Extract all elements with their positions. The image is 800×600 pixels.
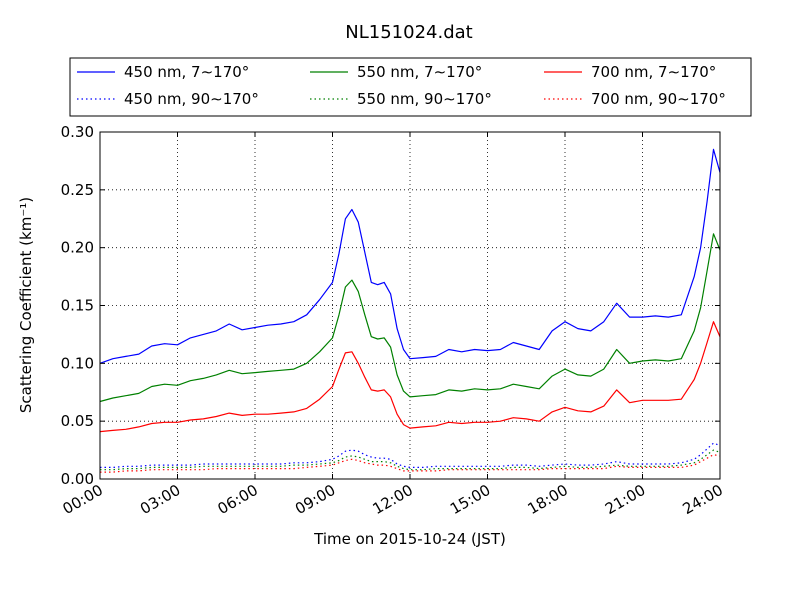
x-tick-label: 03:00 [137,481,183,518]
series-lines [99,148,721,473]
y-tick-label: 0.30 [61,123,94,141]
legend-label: 450 nm, 90∼170° [124,90,259,108]
y-axis-title: Scattering Coefficient (km⁻¹) [17,197,35,413]
x-tick-label: 18:00 [525,481,571,518]
legend-label: 700 nm, 7∼170° [591,63,716,81]
x-axis-title: Time on 2015-10-24 (JST) [313,530,506,548]
x-tick-label: 21:00 [602,481,648,518]
legend-label: 700 nm, 90∼170° [591,90,726,108]
x-tick-label: 06:00 [215,481,261,518]
x-tick-label: 15:00 [447,481,493,518]
legend-label: 550 nm, 90∼170° [357,90,492,108]
series-line [99,148,721,364]
y-tick-label: 0.15 [61,297,94,315]
y-tick-label: 0.10 [61,354,94,372]
x-tick-label: 12:00 [370,481,416,518]
x-tick-label: 24:00 [680,481,726,518]
legend-label: 450 nm, 7∼170° [124,63,249,81]
y-tick-label: 0.00 [61,470,94,488]
y-tick-label: 0.05 [61,412,94,430]
y-tick-label: 0.20 [61,239,94,257]
legend-frame [69,57,752,117]
series-line [99,233,721,403]
series-line [99,321,721,433]
grid [100,132,720,479]
legend-label: 550 nm, 7∼170° [357,63,482,81]
chart-title: NL151024.dat [345,22,472,43]
x-tick-label: 09:00 [292,481,338,518]
legend: 450 nm, 7∼170° 550 nm, 7∼170° 700 nm, 7∼17… [69,57,752,117]
y-tick-label: 0.25 [61,181,94,199]
